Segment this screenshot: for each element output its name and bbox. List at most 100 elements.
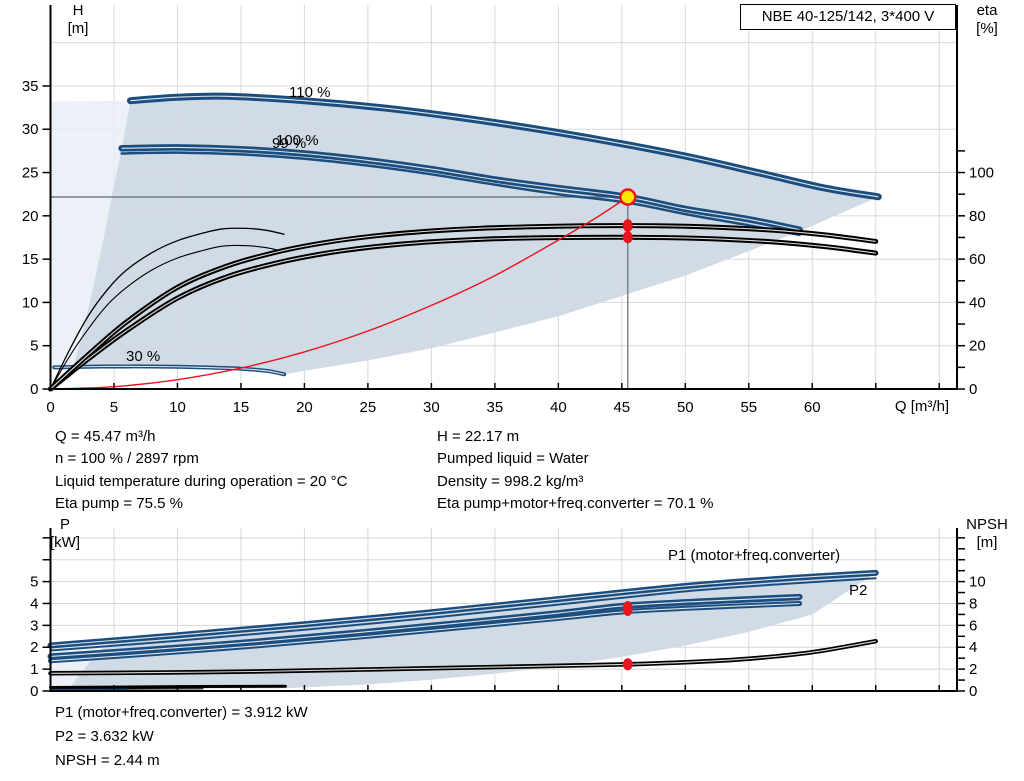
label-99pct: 99 %	[272, 135, 306, 152]
curve-core-eta-total-curve-100pct	[50, 236, 876, 390]
y2-tick-label: 6	[969, 617, 977, 634]
info-line-eta-pump: Eta pump = 75.5 %	[55, 495, 183, 513]
npsh-axis-title: NPSH [m]	[956, 516, 1018, 552]
y1-tick-label: 10	[22, 294, 39, 311]
x-tick-label: 30	[423, 399, 440, 416]
curve-eta-total-curve-30pct	[49, 244, 285, 390]
y1-tick-label: 5	[30, 574, 38, 591]
hq-chart: 0 5 10 15 20 25 30 35 0 20 40 60 80 100 0 5 10 15 20 25 30 35…	[22, 5, 994, 416]
x-tick-label: 35	[487, 399, 504, 416]
label-p1: P1 (motor+freq.converter)	[668, 547, 840, 564]
ticks	[42, 85, 965, 390]
h-axis-title: H [m]	[55, 2, 101, 38]
curve-pump-curve-30pct	[52, 364, 287, 377]
info-line-n: n = 100 % / 2897 rpm	[55, 450, 199, 468]
y2-tick-label: 0	[969, 381, 977, 398]
h-axis-title-line2: [m]	[67, 20, 89, 37]
curve-core-npsh-curve	[50, 640, 876, 674]
x-tick-label: 15	[233, 399, 250, 416]
y1-tick-label: 30	[22, 121, 39, 138]
tick-labels: 0 5 10 15 20 25 30 35 0 20 40 60 80 100 0 5 10 15 20 25 30 35…	[22, 78, 994, 416]
curve-core-p1-curve-110pct	[50, 572, 876, 647]
npsh-axis-title-line1: NPSH	[966, 516, 1008, 533]
x-tick-label: 25	[360, 399, 377, 416]
y1-tick-label: 20	[22, 208, 39, 225]
npsh-axis-title-line2: [m]	[976, 534, 998, 551]
tick-labels: 0 1 2 3 4 5 0 2 4 6 8 10	[30, 574, 986, 700]
y1-tick-label: 35	[22, 78, 39, 95]
y1-tick-label: 15	[22, 251, 39, 268]
info-line-npsh: NPSH = 2.44 m	[55, 752, 160, 769]
x-tick-label: 45	[613, 399, 630, 416]
info-line-p2: P2 = 3.632 kW	[55, 728, 154, 745]
envelope-dark	[73, 96, 879, 375]
info-line-q: Q = 45.47 m³/h	[55, 428, 156, 445]
x-tick-label: 5	[110, 399, 118, 416]
eta-axis-title: eta [%]	[962, 2, 1012, 38]
label-p2: P2	[849, 582, 867, 599]
x-tick-label: 50	[677, 399, 694, 416]
curve-pump-curve-99pct	[120, 151, 801, 237]
y1-tick-label: 3	[30, 617, 38, 634]
y2-tick-label: 4	[969, 639, 977, 656]
p-axis-title-line1: P	[59, 516, 70, 533]
npsh-duty-dot	[622, 658, 633, 671]
duty-info-left: Q = 45.47 m³/h n = 100 % / 2897 rpm Liqu…	[55, 426, 347, 516]
y2-tick-label: 2	[969, 661, 977, 678]
axes	[49, 5, 958, 390]
x-tick-label: 40	[550, 399, 567, 416]
curve-core-pump-curve-110pct	[130, 95, 879, 198]
x-tick-label: 20	[296, 399, 313, 416]
info-line-density: Density = 998.2 kg/m³	[437, 472, 584, 490]
info-line-h: H = 22.17 m	[437, 428, 520, 445]
y2-tick-label: 100	[969, 165, 994, 182]
x-tick-label: 10	[169, 399, 186, 416]
info-line-temp: Liquid temperature during operation = 20…	[55, 472, 348, 490]
y1-tick-label: 25	[22, 165, 39, 182]
info-line-eta-total: Eta pump+motor+freq.converter = 70.1 %	[437, 495, 714, 513]
pump-type-label: NBE 40-125/142, 3*400 V	[740, 4, 956, 30]
y2-tick-label: 60	[969, 251, 986, 268]
y2-tick-label: 8	[969, 595, 977, 612]
curve-core-eta-curve-100pct	[50, 225, 876, 390]
eta-duty-dot	[622, 219, 633, 233]
curve-core-p1-curve-100pct	[50, 596, 800, 657]
y1-tick-label: 1	[30, 661, 38, 678]
p-axis-title-line2: [kW]	[50, 534, 80, 551]
curve-p2-curve-110pct	[49, 577, 877, 652]
y2-tick-label: 0	[969, 683, 977, 700]
eta-axis-title-line1: eta	[976, 2, 998, 19]
p1-duty-dot	[622, 601, 633, 617]
y1-tick-label: 2	[30, 639, 38, 656]
y1-tick-label: 4	[30, 595, 38, 612]
x-tick-label: 55	[740, 399, 757, 416]
p-axis-title: P [kW]	[36, 516, 94, 552]
curve-p-curve-30pct	[49, 684, 287, 689]
curve-affinity-curve	[49, 196, 629, 390]
label-100pct: 100 %	[276, 132, 319, 149]
y1-tick-label: 0	[30, 683, 38, 700]
q-axis-title: Q [m³/h]	[884, 398, 960, 416]
curve-eta-curve-30pct	[49, 227, 285, 390]
x-tick-label: 0	[46, 399, 54, 416]
label-30pct: 30 %	[126, 348, 160, 365]
duty-info-right: H = 22.17 m Pumped liquid = Water Densit…	[437, 426, 713, 516]
axes	[49, 528, 958, 692]
y1-tick-label: 0	[30, 381, 38, 398]
eta-total-duty-dot	[622, 231, 633, 244]
power-npsh-chart: 0 1 2 3 4 5 0 2 4 6 8 10 P1 (motor+freq.converter) P2	[30, 528, 986, 700]
info-line-p1: P1 (motor+freq.converter) = 3.912 kW	[55, 704, 308, 721]
y2-tick-label: 80	[969, 208, 986, 225]
y2-tick-label: 10	[969, 574, 986, 591]
y2-tick-label: 40	[969, 294, 986, 311]
power-info: P1 (motor+freq.converter) = 3.912 kW P2 …	[55, 701, 308, 773]
x-tick-label: 60	[804, 399, 821, 416]
curve-core-pump-curve-30pct	[54, 365, 285, 375]
duty-point[interactable]	[619, 188, 637, 206]
q-axis-title-line1: Q [m³/h]	[894, 398, 950, 415]
label-110pct: 110 %	[289, 84, 330, 101]
h-axis-title-line1: H	[72, 2, 84, 19]
curve-core-pump-curve-100pct	[121, 146, 800, 231]
